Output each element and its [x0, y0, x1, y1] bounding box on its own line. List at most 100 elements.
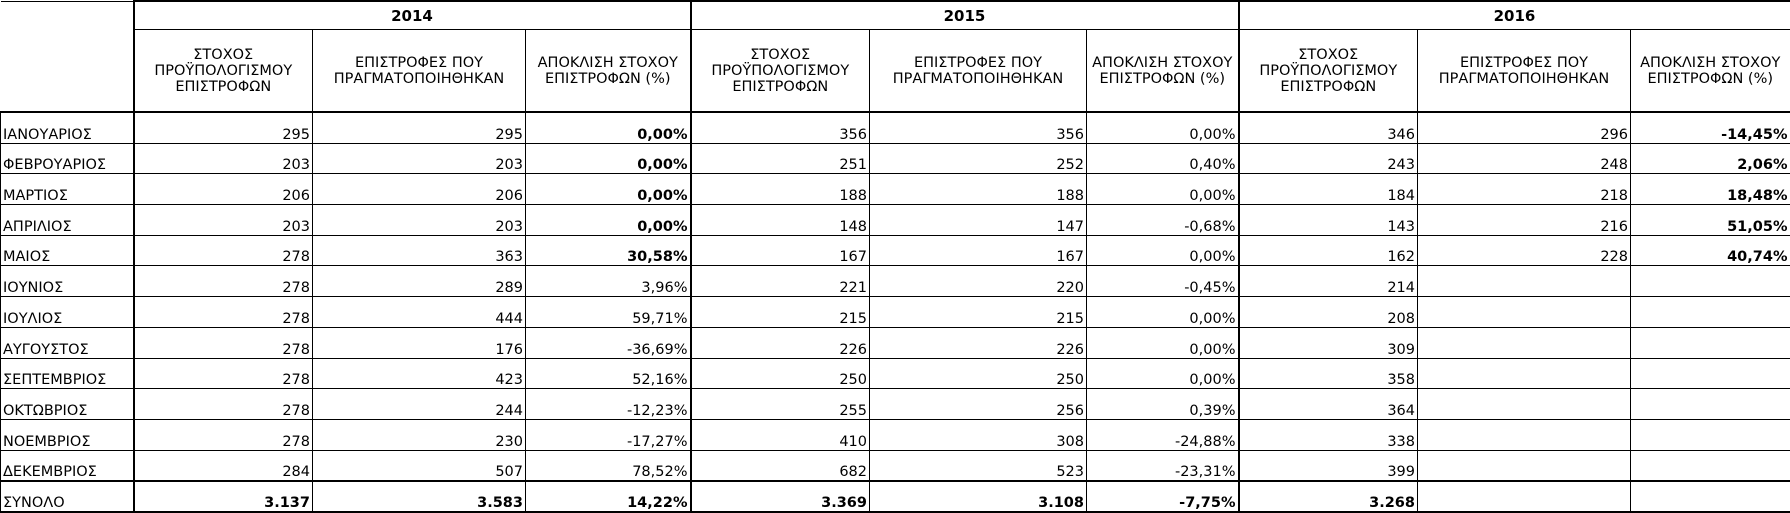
deviation-2016-cell [1631, 358, 1790, 389]
actual-2014-cell: 244 [313, 389, 526, 420]
actual-2016-cell: 216 [1418, 205, 1631, 236]
deviation-2016-cell: -14,45% [1631, 112, 1790, 143]
target-2016-cell: 309 [1239, 327, 1418, 358]
actual-2016-cell [1418, 327, 1631, 358]
actual-2016-cell: 248 [1418, 143, 1631, 174]
year-header-2014: 2014 [134, 1, 691, 30]
deviation-2015-cell: 0,00% [1087, 174, 1239, 205]
deviation-2016-cell [1631, 297, 1790, 328]
target-2015-cell: 215 [691, 297, 870, 328]
deviation-2015-cell: 0,39% [1087, 389, 1239, 420]
deviation-2014-cell: 52,16% [526, 358, 691, 389]
target-2016-cell: 208 [1239, 297, 1418, 328]
target-2015-cell: 148 [691, 205, 870, 236]
month-cell: ΙΟΥΛΙΟΣ [1, 297, 134, 328]
deviation-2014-cell: -17,27% [526, 419, 691, 450]
actual-2015-cell: 256 [870, 389, 1087, 420]
total-target-2016: 3.268 [1239, 481, 1418, 512]
deviation-2016-cell [1631, 327, 1790, 358]
total-label: ΣΥΝΟΛΟ [1, 481, 134, 512]
target-2014-cell: 278 [134, 235, 313, 266]
target-2016-cell: 214 [1239, 266, 1418, 297]
actual-2015-cell: 188 [870, 174, 1087, 205]
deviation-2014-cell: 30,58% [526, 235, 691, 266]
deviation-2016-cell [1631, 450, 1790, 481]
col-header-target-2015: ΣΤΟΧΟΣ ΠΡΟΫΠΟΛΟΓΙΣΜΟΥ ΕΠΙΣΤΡΟΦΩΝ [691, 30, 870, 113]
actual-2014-cell: 206 [313, 174, 526, 205]
actual-2014-cell: 507 [313, 450, 526, 481]
target-2014-cell: 284 [134, 450, 313, 481]
actual-2015-cell: 250 [870, 358, 1087, 389]
deviation-2014-cell: -12,23% [526, 389, 691, 420]
total-actual-2015: 3.108 [870, 481, 1087, 512]
deviation-2015-cell: 0,00% [1087, 327, 1239, 358]
actual-2014-cell: 444 [313, 297, 526, 328]
target-2015-cell: 226 [691, 327, 870, 358]
total-target-2014: 3.137 [134, 481, 313, 512]
month-cell: ΙΑΝΟΥΑΡΙΟΣ [1, 112, 134, 143]
deviation-2014-cell: 78,52% [526, 450, 691, 481]
month-cell: ΑΥΓΟΥΣΤΟΣ [1, 327, 134, 358]
total-deviation-2014: 14,22% [526, 481, 691, 512]
actual-2014-cell: 289 [313, 266, 526, 297]
deviation-2014-cell: 0,00% [526, 112, 691, 143]
deviation-2015-cell: 0,00% [1087, 235, 1239, 266]
target-2015-cell: 255 [691, 389, 870, 420]
actual-2014-cell: 363 [313, 235, 526, 266]
target-2016-cell: 364 [1239, 389, 1418, 420]
deviation-2015-cell: -0,68% [1087, 205, 1239, 236]
month-cell: ΜΑΙΟΣ [1, 235, 134, 266]
deviation-2014-cell: 59,71% [526, 297, 691, 328]
actual-2016-cell [1418, 358, 1631, 389]
total-target-2015: 3.369 [691, 481, 870, 512]
actual-2015-cell: 147 [870, 205, 1087, 236]
target-2016-cell: 184 [1239, 174, 1418, 205]
target-2016-cell: 162 [1239, 235, 1418, 266]
actual-2016-cell [1418, 419, 1631, 450]
deviation-2016-cell: 18,48% [1631, 174, 1790, 205]
actual-2015-cell: 226 [870, 327, 1087, 358]
deviation-2016-cell: 2,06% [1631, 143, 1790, 174]
deviation-2014-cell: 0,00% [526, 143, 691, 174]
total-actual-2016 [1418, 481, 1631, 512]
actual-2015-cell: 308 [870, 419, 1087, 450]
target-2014-cell: 278 [134, 266, 313, 297]
deviation-2016-cell: 40,74% [1631, 235, 1790, 266]
deviation-2015-cell: 0,40% [1087, 143, 1239, 174]
month-cell: ΝΟΕΜΒΡΙΟΣ [1, 419, 134, 450]
month-cell: ΔΕΚΕΜΒΡΙΟΣ [1, 450, 134, 481]
target-2015-cell: 167 [691, 235, 870, 266]
month-cell: ΜΑΡΤΙΟΣ [1, 174, 134, 205]
deviation-2015-cell: -0,45% [1087, 266, 1239, 297]
deviation-2016-cell [1631, 389, 1790, 420]
target-2014-cell: 295 [134, 112, 313, 143]
actual-2014-cell: 423 [313, 358, 526, 389]
actual-2016-cell: 218 [1418, 174, 1631, 205]
actual-2014-cell: 176 [313, 327, 526, 358]
actual-2016-cell [1418, 297, 1631, 328]
col-header-target-2014: ΣΤΟΧΟΣ ΠΡΟΫΠΟΛΟΓΙΣΜΟΥ ΕΠΙΣΤΡΟΦΩΝ [134, 30, 313, 113]
deviation-2015-cell: -23,31% [1087, 450, 1239, 481]
deviation-2015-cell: -24,88% [1087, 419, 1239, 450]
month-cell: ΑΠΡΙΛΙΟΣ [1, 205, 134, 236]
actual-2016-cell [1418, 389, 1631, 420]
deviation-2014-cell: 0,00% [526, 205, 691, 236]
target-2016-cell: 399 [1239, 450, 1418, 481]
target-2015-cell: 251 [691, 143, 870, 174]
deviation-2015-cell: 0,00% [1087, 297, 1239, 328]
actual-2016-cell [1418, 266, 1631, 297]
actual-2015-cell: 215 [870, 297, 1087, 328]
deviation-2014-cell: -36,69% [526, 327, 691, 358]
deviation-2014-cell: 0,00% [526, 174, 691, 205]
target-2014-cell: 278 [134, 327, 313, 358]
actual-2016-cell: 296 [1418, 112, 1631, 143]
